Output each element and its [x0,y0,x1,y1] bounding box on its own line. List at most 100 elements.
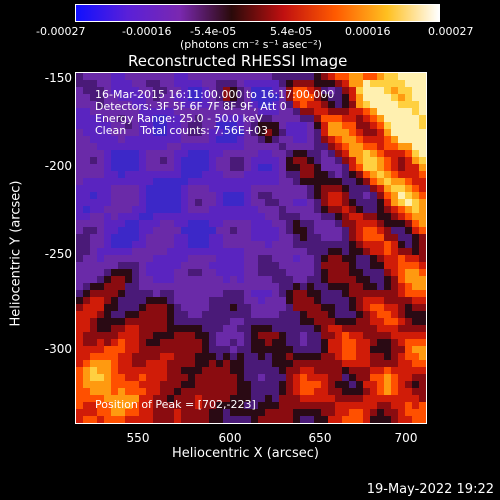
image-pixel [181,416,188,423]
image-pixel [139,381,146,388]
image-pixel [125,129,132,136]
image-pixel [202,297,209,304]
image-pixel [216,248,223,255]
image-pixel [307,248,314,255]
image-pixel [412,227,419,234]
image-pixel [314,262,321,269]
image-pixel [356,115,363,122]
image-pixel [293,192,300,199]
image-pixel [118,143,125,150]
image-pixel [300,199,307,206]
image-pixel [167,220,174,227]
image-pixel [174,318,181,325]
image-pixel [153,276,160,283]
image-pixel [384,339,391,346]
image-pixel [209,192,216,199]
image-pixel [104,297,111,304]
image-pixel [160,115,167,122]
image-pixel [384,381,391,388]
image-pixel [391,318,398,325]
image-pixel [195,318,202,325]
image-pixel [230,171,237,178]
image-pixel [419,290,426,297]
image-pixel [419,409,426,416]
image-pixel [202,213,209,220]
image-pixel [342,255,349,262]
image-pixel [363,290,370,297]
image-pixel [167,150,174,157]
image-pixel [237,297,244,304]
image-pixel [377,374,384,381]
image-pixel [188,73,195,80]
image-pixel [90,101,97,108]
image-pixel [300,178,307,185]
image-pixel [265,192,272,199]
image-pixel [111,80,118,87]
image-pixel [363,136,370,143]
image-pixel [377,276,384,283]
image-pixel [328,80,335,87]
image-pixel [125,304,132,311]
image-pixel [370,346,377,353]
image-pixel [174,339,181,346]
image-pixel [370,402,377,409]
image-pixel [83,339,90,346]
image-pixel [398,388,405,395]
image-pixel [391,80,398,87]
image-pixel [174,220,181,227]
image-pixel [97,353,104,360]
image-pixel [272,248,279,255]
image-pixel [398,136,405,143]
image-pixel [97,255,104,262]
image-pixel [132,122,139,129]
image-pixel [223,332,230,339]
image-pixel [286,241,293,248]
image-pixel [349,318,356,325]
image-pixel [83,220,90,227]
image-pixel [153,73,160,80]
image-pixel [111,73,118,80]
image-pixel [258,73,265,80]
image-pixel [167,101,174,108]
image-pixel [377,227,384,234]
image-pixel [342,409,349,416]
image-pixel [97,283,104,290]
image-pixel [419,360,426,367]
image-pixel [111,171,118,178]
image-pixel [398,325,405,332]
image-pixel [342,388,349,395]
image-pixel [335,213,342,220]
image-pixel [202,290,209,297]
image-pixel [132,374,139,381]
image-pixel [265,122,272,129]
image-pixel [160,220,167,227]
image-pixel [174,346,181,353]
image-pixel [209,73,216,80]
image-pixel [321,150,328,157]
image-pixel [76,101,83,108]
image-pixel [139,283,146,290]
image-pixel [139,262,146,269]
image-pixel [391,227,398,234]
image-pixel [391,122,398,129]
image-pixel [398,164,405,171]
image-pixel [272,164,279,171]
image-pixel [125,374,132,381]
image-pixel [167,374,174,381]
image-pixel [335,143,342,150]
image-pixel [314,94,321,101]
image-pixel [244,409,251,416]
image-pixel [97,115,104,122]
image-pixel [188,297,195,304]
image-pixel [419,402,426,409]
image-pixel [419,122,426,129]
image-pixel [405,192,412,199]
image-pixel [405,108,412,115]
image-pixel [223,136,230,143]
image-pixel [363,304,370,311]
image-pixel [251,381,258,388]
image-pixel [300,388,307,395]
image-pixel [342,248,349,255]
image-pixel [181,346,188,353]
image-pixel [244,416,251,423]
